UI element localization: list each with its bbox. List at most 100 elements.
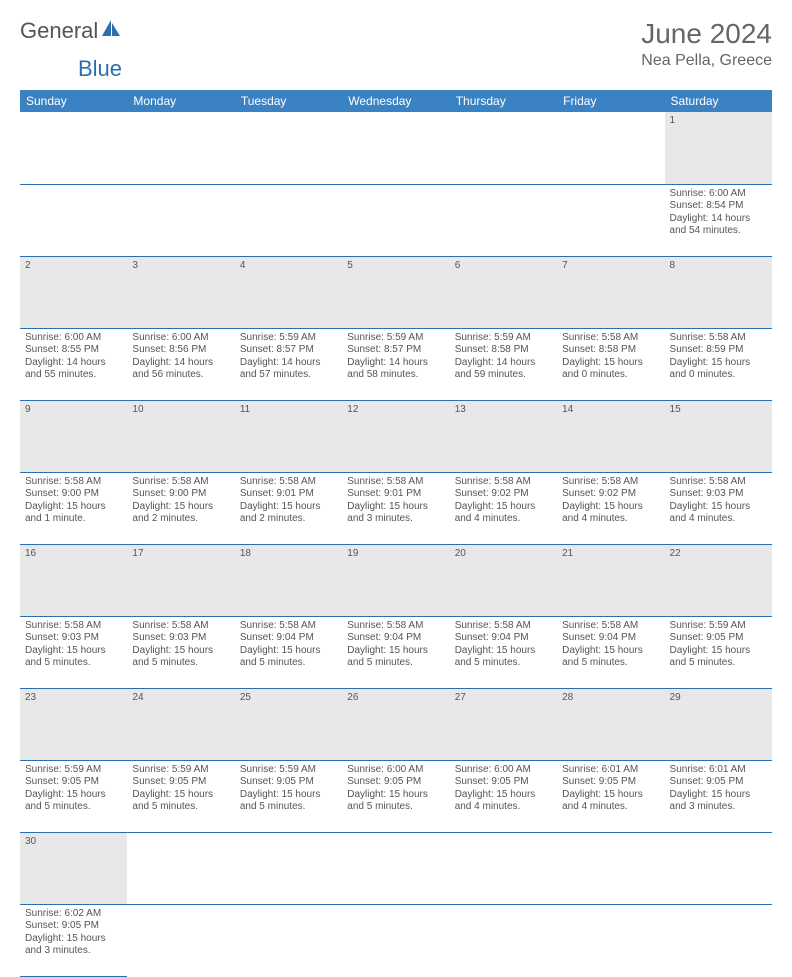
detail-row: Sunrise: 6:02 AMSunset: 9:05 PMDaylight:…: [20, 904, 772, 976]
sunset-line: Sunset: 9:00 PM: [25, 488, 122, 501]
daylight-line: Daylight: 14 hours and 59 minutes.: [455, 357, 552, 382]
sunrise-line: Sunrise: 5:59 AM: [240, 332, 337, 345]
day-cell: [557, 184, 664, 256]
day-cell: Sunrise: 6:00 AMSunset: 8:54 PMDaylight:…: [665, 184, 772, 256]
day-cell: Sunrise: 5:58 AMSunset: 9:00 PMDaylight:…: [20, 472, 127, 544]
sunset-line: Sunset: 9:05 PM: [562, 776, 659, 789]
daylight-line: Daylight: 15 hours and 5 minutes.: [25, 789, 122, 814]
day-number: [127, 112, 234, 184]
sunrise-line: Sunrise: 5:59 AM: [455, 332, 552, 345]
sunrise-line: Sunrise: 5:58 AM: [25, 476, 122, 489]
day-number: 3: [127, 256, 234, 328]
day-cell: Sunrise: 6:00 AMSunset: 9:05 PMDaylight:…: [342, 760, 449, 832]
day-number: 17: [127, 544, 234, 616]
sail-icon: [100, 18, 122, 38]
day-cell: [450, 184, 557, 256]
sunrise-line: Sunrise: 5:58 AM: [455, 620, 552, 633]
day-cell: Sunrise: 5:58 AMSunset: 9:03 PMDaylight:…: [127, 616, 234, 688]
day-cell: Sunrise: 5:58 AMSunset: 9:03 PMDaylight:…: [665, 472, 772, 544]
daylight-line: Daylight: 15 hours and 4 minutes.: [562, 501, 659, 526]
daylight-line: Daylight: 15 hours and 3 minutes.: [25, 933, 122, 958]
sunset-line: Sunset: 9:05 PM: [25, 920, 122, 933]
sunrise-line: Sunrise: 5:58 AM: [670, 332, 767, 345]
day-number: [235, 112, 342, 184]
daylight-line: Daylight: 15 hours and 5 minutes.: [347, 789, 444, 814]
day-number: 11: [235, 400, 342, 472]
day-cell: [342, 904, 449, 976]
day-cell: Sunrise: 6:01 AMSunset: 9:05 PMDaylight:…: [665, 760, 772, 832]
detail-row: Sunrise: 6:00 AMSunset: 8:55 PMDaylight:…: [20, 328, 772, 400]
daynum-row: 1: [20, 112, 772, 184]
sunset-line: Sunset: 8:54 PM: [670, 200, 767, 213]
daylight-line: Daylight: 15 hours and 5 minutes.: [347, 645, 444, 670]
sunrise-line: Sunrise: 5:58 AM: [132, 620, 229, 633]
daylight-line: Daylight: 14 hours and 54 minutes.: [670, 213, 767, 238]
month-title: June 2024: [641, 18, 772, 50]
day-cell: [557, 904, 664, 976]
daylight-line: Daylight: 15 hours and 5 minutes.: [670, 645, 767, 670]
day-cell: Sunrise: 5:58 AMSunset: 9:01 PMDaylight:…: [235, 472, 342, 544]
daylight-line: Daylight: 15 hours and 5 minutes.: [240, 645, 337, 670]
day-number: 15: [665, 400, 772, 472]
day-number: 26: [342, 688, 449, 760]
sunrise-line: Sunrise: 6:02 AM: [25, 908, 122, 921]
day-number: 2: [20, 256, 127, 328]
sunrise-line: Sunrise: 5:58 AM: [670, 476, 767, 489]
day-cell: [235, 184, 342, 256]
daylight-line: Daylight: 14 hours and 58 minutes.: [347, 357, 444, 382]
sunset-line: Sunset: 9:03 PM: [670, 488, 767, 501]
day-number: 14: [557, 400, 664, 472]
sunset-line: Sunset: 9:00 PM: [132, 488, 229, 501]
sunrise-line: Sunrise: 5:59 AM: [132, 764, 229, 777]
day-number: 4: [235, 256, 342, 328]
sunrise-line: Sunrise: 5:58 AM: [562, 476, 659, 489]
detail-row: Sunrise: 5:59 AMSunset: 9:05 PMDaylight:…: [20, 760, 772, 832]
day-number: 10: [127, 400, 234, 472]
day-number: [557, 832, 664, 904]
daynum-row: 16171819202122: [20, 544, 772, 616]
detail-row: Sunrise: 5:58 AMSunset: 9:00 PMDaylight:…: [20, 472, 772, 544]
daylight-line: Daylight: 15 hours and 4 minutes.: [670, 501, 767, 526]
day-number: [235, 832, 342, 904]
sunset-line: Sunset: 9:05 PM: [670, 632, 767, 645]
daylight-line: Daylight: 15 hours and 3 minutes.: [670, 789, 767, 814]
sunrise-line: Sunrise: 5:59 AM: [670, 620, 767, 633]
day-cell: Sunrise: 5:58 AMSunset: 9:01 PMDaylight:…: [342, 472, 449, 544]
sunset-line: Sunset: 8:55 PM: [25, 344, 122, 357]
day-cell: Sunrise: 5:58 AMSunset: 9:04 PMDaylight:…: [235, 616, 342, 688]
day-number: 20: [450, 544, 557, 616]
daylight-line: Daylight: 15 hours and 0 minutes.: [562, 357, 659, 382]
daylight-line: Daylight: 14 hours and 57 minutes.: [240, 357, 337, 382]
sunrise-line: Sunrise: 5:59 AM: [25, 764, 122, 777]
daylight-line: Daylight: 15 hours and 5 minutes.: [132, 789, 229, 814]
day-cell: Sunrise: 5:58 AMSunset: 9:04 PMDaylight:…: [342, 616, 449, 688]
day-header: Thursday: [450, 90, 557, 112]
sunset-line: Sunset: 9:05 PM: [455, 776, 552, 789]
detail-row: Sunrise: 6:00 AMSunset: 8:54 PMDaylight:…: [20, 184, 772, 256]
sunset-line: Sunset: 9:04 PM: [455, 632, 552, 645]
sunrise-line: Sunrise: 5:59 AM: [240, 764, 337, 777]
sunset-line: Sunset: 9:03 PM: [25, 632, 122, 645]
sunset-line: Sunset: 8:59 PM: [670, 344, 767, 357]
sunrise-line: Sunrise: 6:01 AM: [670, 764, 767, 777]
sunset-line: Sunset: 8:58 PM: [562, 344, 659, 357]
daynum-row: 2345678: [20, 256, 772, 328]
sunset-line: Sunset: 9:05 PM: [670, 776, 767, 789]
day-cell: [665, 904, 772, 976]
day-number: 29: [665, 688, 772, 760]
day-number: [342, 112, 449, 184]
day-cell: Sunrise: 5:59 AMSunset: 9:05 PMDaylight:…: [20, 760, 127, 832]
day-number: [450, 832, 557, 904]
day-number: 23: [20, 688, 127, 760]
day-cell: [235, 904, 342, 976]
sunset-line: Sunset: 8:57 PM: [347, 344, 444, 357]
sunset-line: Sunset: 9:05 PM: [25, 776, 122, 789]
day-header-row: SundayMondayTuesdayWednesdayThursdayFrid…: [20, 90, 772, 112]
day-cell: Sunrise: 6:00 AMSunset: 9:05 PMDaylight:…: [450, 760, 557, 832]
day-number: [665, 832, 772, 904]
day-number: 21: [557, 544, 664, 616]
sunset-line: Sunset: 9:01 PM: [347, 488, 444, 501]
daylight-line: Daylight: 15 hours and 5 minutes.: [25, 645, 122, 670]
day-cell: [342, 184, 449, 256]
day-cell: Sunrise: 5:59 AMSunset: 8:58 PMDaylight:…: [450, 328, 557, 400]
